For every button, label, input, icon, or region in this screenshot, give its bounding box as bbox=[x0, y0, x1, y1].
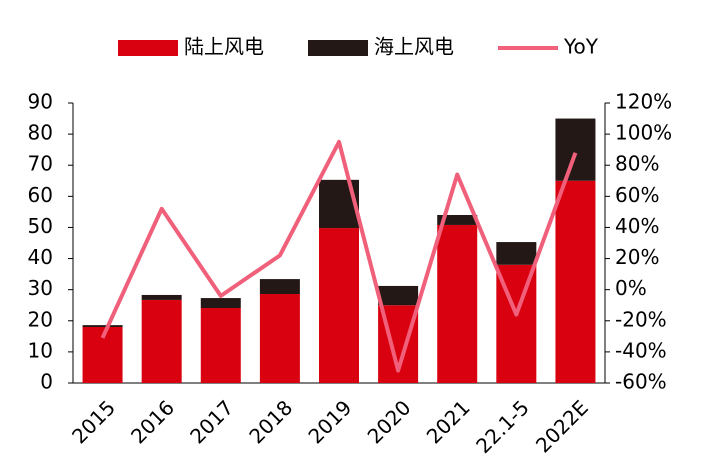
x-tick-label: 2019 bbox=[303, 395, 356, 448]
bar bbox=[555, 180, 596, 383]
y2-tick-label: -60% bbox=[615, 370, 667, 394]
y2-tick-label: 100% bbox=[615, 121, 672, 145]
y2-tick-label: -20% bbox=[615, 307, 667, 331]
bar bbox=[141, 294, 182, 300]
x-tick-label: 2020 bbox=[363, 395, 416, 448]
bar bbox=[200, 308, 241, 383]
x-tick-label: 22.1-5 bbox=[471, 395, 534, 458]
y2-tick-label: -40% bbox=[615, 338, 667, 362]
y-tick-label: 70 bbox=[28, 152, 53, 176]
y-tick-label: 50 bbox=[28, 214, 53, 238]
x-tick-label: 2022E bbox=[531, 395, 593, 457]
bar bbox=[555, 118, 596, 181]
y-tick-label: 60 bbox=[28, 183, 53, 207]
bar bbox=[200, 298, 241, 309]
y2-tick-label: 40% bbox=[615, 214, 659, 238]
x-tick-label: 2021 bbox=[422, 395, 475, 448]
bar bbox=[82, 325, 123, 327]
bar bbox=[496, 242, 537, 265]
bar bbox=[437, 215, 478, 225]
bar bbox=[259, 294, 300, 383]
legend-swatch bbox=[308, 40, 368, 56]
y-tick-label: 0 bbox=[40, 370, 53, 394]
legend-label: 陆上风电 bbox=[184, 35, 264, 59]
y-tick-label: 90 bbox=[28, 90, 53, 114]
legend-swatch bbox=[118, 40, 178, 56]
x-tick-label: 2015 bbox=[67, 395, 120, 448]
bar bbox=[378, 285, 419, 306]
y2-tick-label: 120% bbox=[615, 90, 672, 114]
y2-tick-label: 80% bbox=[615, 152, 659, 176]
y2-tick-label: 20% bbox=[615, 245, 659, 269]
bar bbox=[141, 299, 182, 383]
bar bbox=[259, 279, 300, 295]
y2-tick-label: 0% bbox=[615, 276, 647, 300]
legend-label: 海上风电 bbox=[374, 35, 454, 59]
line bbox=[100, 139, 578, 373]
legend-label: YoY bbox=[563, 35, 599, 59]
y-tick-label: 10 bbox=[28, 338, 53, 362]
y-tick-label: 80 bbox=[28, 121, 53, 145]
y2-tick-label: 60% bbox=[615, 183, 659, 207]
x-tick-label: 2016 bbox=[126, 395, 179, 448]
bar bbox=[437, 224, 478, 383]
y-tick-label: 30 bbox=[28, 276, 53, 300]
y-tick-label: 40 bbox=[28, 245, 53, 269]
x-tick-label: 2018 bbox=[244, 395, 297, 448]
x-tick-label: 2017 bbox=[185, 395, 238, 448]
bar bbox=[319, 228, 359, 383]
y-tick-label: 20 bbox=[28, 307, 53, 331]
